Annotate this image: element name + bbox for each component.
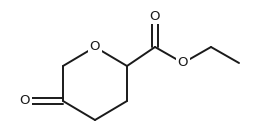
Text: O: O — [90, 40, 100, 54]
Text: O: O — [178, 56, 188, 70]
Text: O: O — [150, 10, 160, 22]
Text: O: O — [20, 95, 30, 108]
